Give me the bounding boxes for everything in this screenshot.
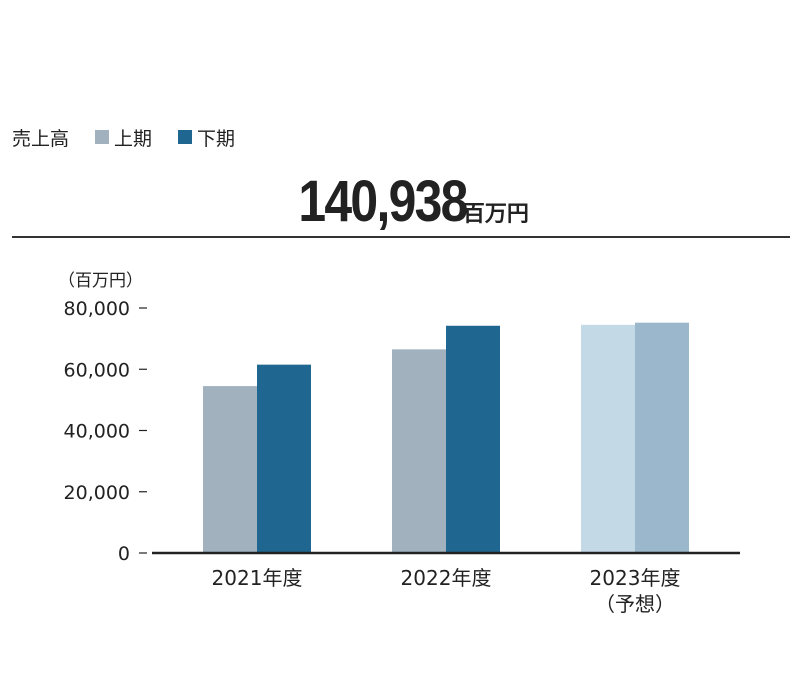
y-tick-label: 80,000 (64, 298, 130, 320)
chart-legend: 売上高 上期 下期 (12, 124, 261, 150)
legend-label-first-half: 上期 (114, 127, 153, 150)
y-tick-label: 20,000 (64, 482, 130, 504)
headline-unit: 百万円 (462, 202, 529, 227)
legend-swatch-second-half (178, 130, 193, 144)
headline-value: 140,938 (298, 169, 469, 234)
bar-second-half (635, 322, 689, 553)
legend-title: 売上高 (12, 127, 70, 150)
y-tick-label: 0 (118, 543, 130, 565)
x-tick-label: 2022年度 (401, 566, 492, 590)
x-tick-label: 2021年度 (212, 566, 303, 590)
x-tick-label: 2023年度 (590, 566, 681, 590)
bar-first-half (392, 349, 446, 553)
legend-label-second-half: 下期 (197, 127, 236, 150)
legend-swatch-first-half (95, 130, 110, 144)
bars (203, 322, 689, 553)
y-axis-unit-label: （百万円） (58, 271, 143, 291)
y-axis: 0 20,000 40,000 60,000 80,000 (64, 298, 147, 565)
header-divider (12, 236, 790, 238)
y-tick-label: 40,000 (64, 421, 130, 443)
bar-first-half (581, 324, 635, 553)
x-tick-sublabel: （予想） (595, 592, 675, 616)
x-axis-labels: 2021年度 2022年度 2023年度（予想） (212, 566, 681, 616)
bar-first-half (203, 386, 257, 553)
bar-second-half (257, 364, 311, 553)
legend-item-first-half: 上期 (95, 124, 152, 151)
bar-second-half (446, 325, 500, 553)
legend-item-second-half: 下期 (178, 124, 235, 151)
headline-total: 140,938百万円 (0, 168, 800, 235)
y-tick-label: 60,000 (64, 359, 130, 381)
